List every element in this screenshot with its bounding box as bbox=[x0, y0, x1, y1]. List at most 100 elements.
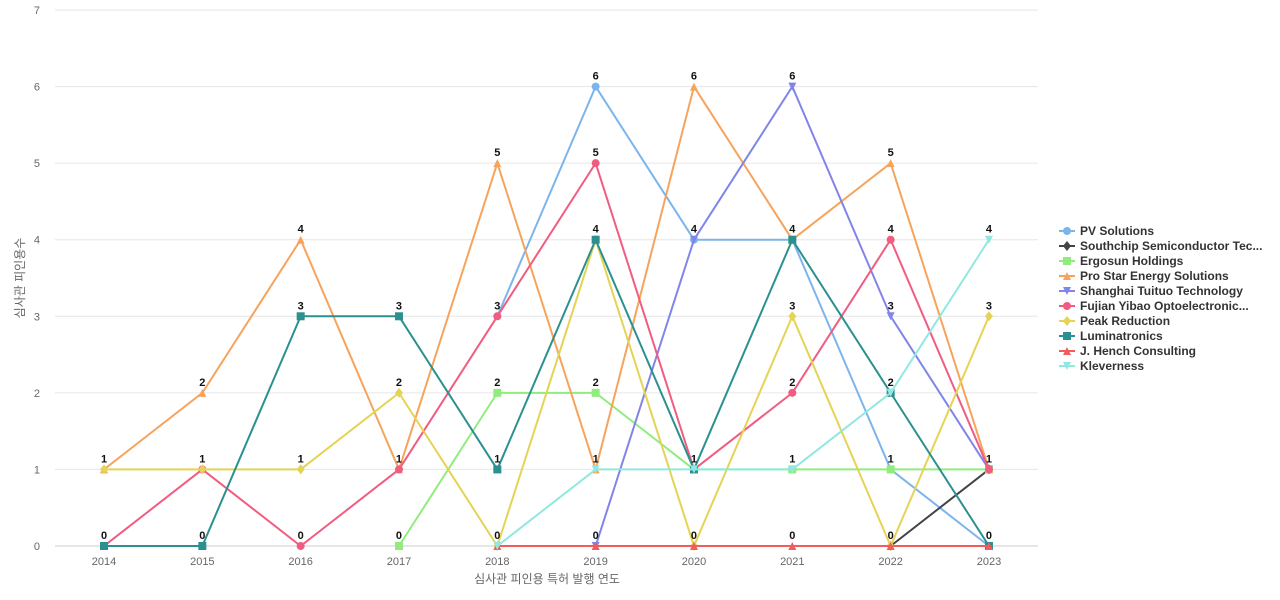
series-point bbox=[591, 82, 600, 91]
series-point bbox=[984, 465, 993, 474]
series-point bbox=[886, 542, 895, 550]
legend-item[interactable]: Pro Star Energy Solutions bbox=[1059, 269, 1229, 283]
y-axis-title: 심사관 피인용수 bbox=[13, 238, 27, 319]
series-point bbox=[886, 465, 895, 474]
series-point bbox=[689, 82, 698, 91]
legend-label: Pro Star Energy Solutions bbox=[1080, 269, 1229, 283]
legend-item[interactable]: Southchip Semiconductor Tec... bbox=[1059, 239, 1262, 253]
data-label: 1 bbox=[888, 453, 894, 465]
legend-item[interactable]: Peak Reduction bbox=[1059, 314, 1170, 328]
series-point bbox=[100, 542, 108, 550]
legend-label: Peak Reduction bbox=[1080, 314, 1170, 328]
data-label: 0 bbox=[888, 530, 894, 542]
x-axis-title: 심사관 피인용 특허 발행 연도 bbox=[474, 571, 620, 586]
series-point bbox=[788, 388, 797, 397]
legend-item[interactable]: PV Solutions bbox=[1059, 224, 1154, 238]
data-label: 2 bbox=[494, 377, 500, 389]
data-labels: 1 0 2 1 0 4 3 1 0 3 2 1 0 5 3 2 1 0 6 5 4 2 1 0 6 4 1 0 6 4 3 2 1 0 5 4 3 2 1 0… bbox=[101, 71, 993, 542]
series-point bbox=[198, 542, 207, 550]
series-line bbox=[496, 238, 990, 547]
legend-marker bbox=[1063, 227, 1071, 235]
data-label: 6 bbox=[691, 71, 697, 83]
series-line bbox=[103, 238, 990, 547]
legend-marker bbox=[1063, 241, 1071, 251]
legend-label: Shanghai Tuituo Technology bbox=[1080, 284, 1243, 298]
series-point bbox=[591, 235, 600, 244]
series-point bbox=[296, 235, 305, 244]
series-point bbox=[886, 312, 895, 321]
series-line bbox=[889, 468, 990, 547]
legend-item[interactable]: J. Hench Consulting bbox=[1059, 344, 1196, 358]
legend-item[interactable]: Fujian Yibao Optoelectronic... bbox=[1059, 299, 1249, 313]
y-axis-ticks: 0 1 2 3 4 5 6 7 bbox=[34, 5, 40, 553]
data-label: 5 bbox=[888, 147, 894, 159]
series-point bbox=[984, 542, 993, 550]
y-tick-label: 7 bbox=[34, 5, 40, 17]
x-axis-ticks: 2014 2015 2016 2017 2018 2019 2020 2021 2022 2023 bbox=[92, 556, 1001, 568]
series-8 bbox=[493, 542, 993, 550]
legend-item[interactable]: Ergosun Holdings bbox=[1059, 254, 1184, 268]
data-label: 2 bbox=[396, 377, 402, 389]
series-point bbox=[886, 159, 895, 168]
legend-item[interactable]: Shanghai Tuituo Technology bbox=[1059, 284, 1243, 298]
data-label: 6 bbox=[593, 71, 599, 83]
data-label: 0 bbox=[101, 530, 107, 542]
series-point bbox=[886, 388, 895, 397]
series-point bbox=[788, 235, 797, 244]
series-point bbox=[394, 465, 403, 474]
data-label: 4 bbox=[691, 224, 698, 236]
series-3 bbox=[100, 82, 993, 474]
series-lines bbox=[100, 82, 993, 551]
series-line bbox=[496, 85, 990, 547]
data-label: 4 bbox=[298, 224, 305, 236]
legend-label: J. Hench Consulting bbox=[1080, 344, 1196, 358]
series-point bbox=[788, 311, 797, 322]
data-label: 4 bbox=[789, 224, 796, 236]
series-point bbox=[198, 464, 207, 475]
data-label: 1 bbox=[494, 453, 500, 465]
y-tick-label: 5 bbox=[34, 158, 40, 170]
data-label: 1 bbox=[986, 453, 992, 465]
data-label: 2 bbox=[593, 377, 599, 389]
series-point bbox=[394, 542, 403, 550]
legend-marker bbox=[1063, 272, 1071, 280]
legend-label: Southchip Semiconductor Tec... bbox=[1080, 239, 1262, 253]
legend-item[interactable]: Luminatronics bbox=[1059, 329, 1163, 343]
data-label: 1 bbox=[298, 453, 304, 465]
data-label: 2 bbox=[888, 377, 894, 389]
x-tick-label: 2015 bbox=[190, 556, 214, 568]
data-label: 1 bbox=[593, 453, 599, 465]
y-tick-label: 1 bbox=[34, 464, 40, 476]
series-point bbox=[591, 542, 600, 550]
series-point bbox=[886, 235, 895, 244]
series-point bbox=[394, 312, 403, 321]
data-label: 0 bbox=[986, 530, 992, 542]
x-tick-label: 2016 bbox=[288, 556, 312, 568]
data-label: 0 bbox=[789, 530, 795, 542]
data-label: 3 bbox=[396, 300, 402, 312]
legend-label: PV Solutions bbox=[1080, 224, 1154, 238]
data-label: 0 bbox=[396, 530, 402, 542]
data-label: 0 bbox=[593, 530, 599, 542]
data-label: 0 bbox=[494, 530, 500, 542]
legend-item[interactable]: Kleverness bbox=[1059, 359, 1144, 373]
series-point bbox=[100, 464, 108, 475]
data-label: 1 bbox=[396, 453, 402, 465]
data-label: 0 bbox=[298, 530, 304, 542]
legend-marker bbox=[1063, 287, 1071, 295]
series-point bbox=[198, 388, 207, 397]
data-label: 3 bbox=[298, 300, 304, 312]
y-tick-label: 6 bbox=[34, 82, 40, 94]
legend-marker bbox=[1063, 316, 1071, 326]
data-label: 1 bbox=[789, 453, 795, 465]
data-label: 3 bbox=[986, 300, 992, 312]
data-label: 0 bbox=[199, 530, 205, 542]
series-point bbox=[788, 465, 797, 474]
series-point bbox=[296, 464, 305, 475]
series-point bbox=[493, 542, 502, 550]
x-tick-label: 2019 bbox=[583, 556, 607, 568]
series-point bbox=[493, 465, 502, 474]
series-1 bbox=[886, 464, 993, 551]
